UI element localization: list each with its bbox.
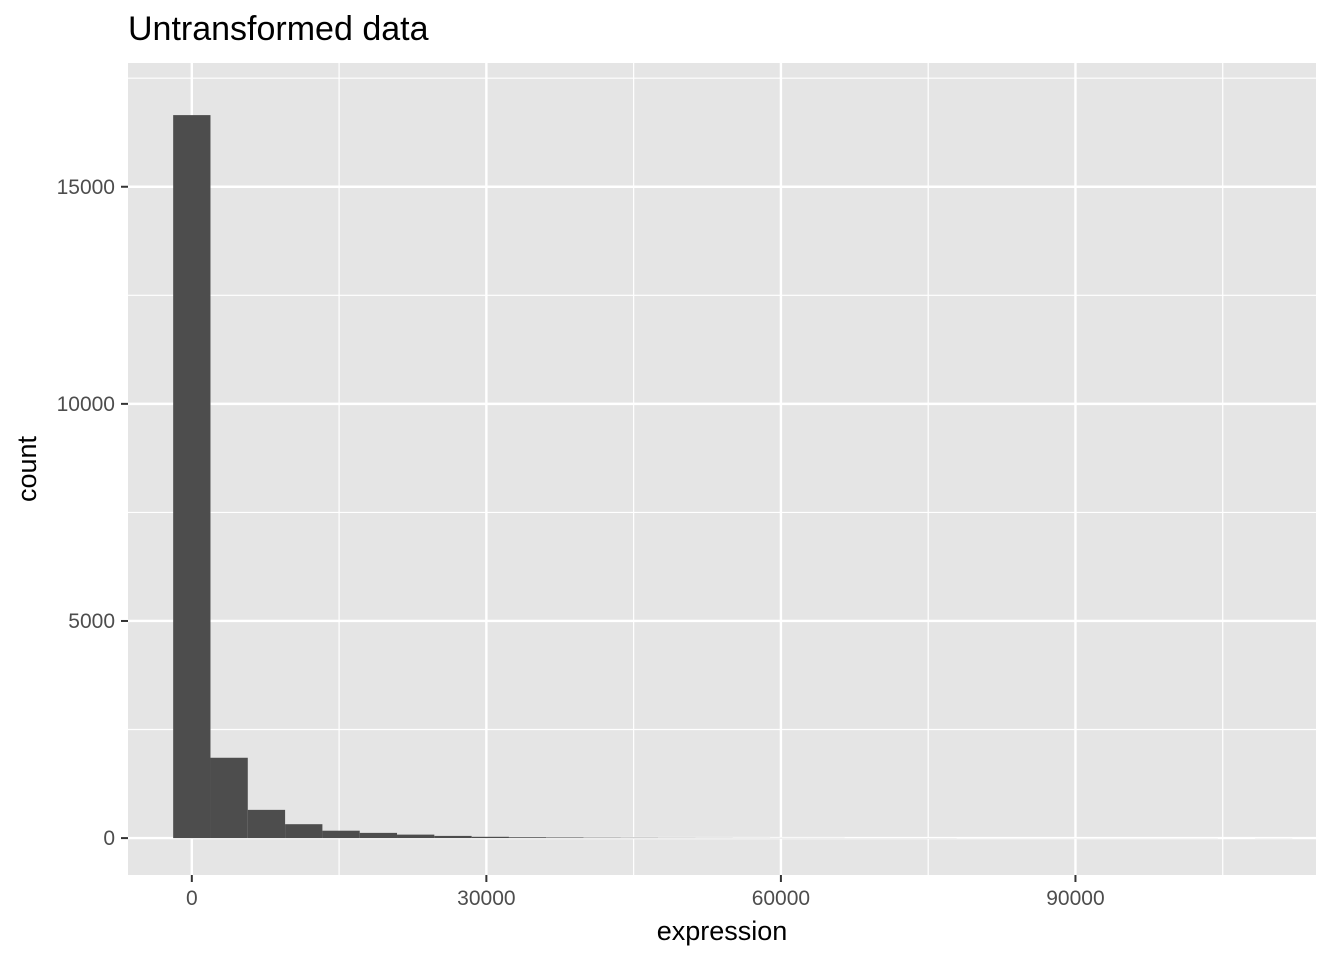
y-tick-label: 0: [103, 827, 115, 850]
plot-panel: [128, 63, 1316, 875]
histogram-bars: [173, 115, 1293, 839]
chart-title: Untransformed data: [128, 10, 429, 48]
y-axis: 0 5000 10000 15000: [57, 176, 128, 850]
y-axis-title: count: [12, 435, 42, 502]
x-axis: 0 30000 60000 90000: [186, 875, 1105, 910]
x-tick-label: 60000: [752, 887, 810, 910]
histogram-bar: [210, 757, 248, 839]
x-tick-label: 30000: [457, 887, 515, 910]
x-axis-title: expression: [657, 916, 788, 946]
y-tick-label: 5000: [68, 610, 115, 633]
histogram-bar: [546, 837, 584, 839]
histogram-bar: [173, 115, 211, 839]
histogram-bar: [322, 830, 360, 839]
y-tick-label: 10000: [57, 393, 115, 416]
x-tick-label: 0: [186, 887, 198, 910]
x-tick-label: 90000: [1046, 887, 1104, 910]
y-tick-label: 15000: [57, 176, 115, 199]
histogram-bar: [285, 824, 323, 839]
histogram-bar: [397, 834, 435, 839]
histogram-bar: [434, 835, 472, 839]
histogram-bar: [471, 836, 509, 839]
histogram-bar: [247, 809, 286, 839]
histogram-bar: [359, 832, 398, 839]
histogram-bar: [508, 837, 547, 839]
minor-gridlines: [128, 63, 1316, 875]
